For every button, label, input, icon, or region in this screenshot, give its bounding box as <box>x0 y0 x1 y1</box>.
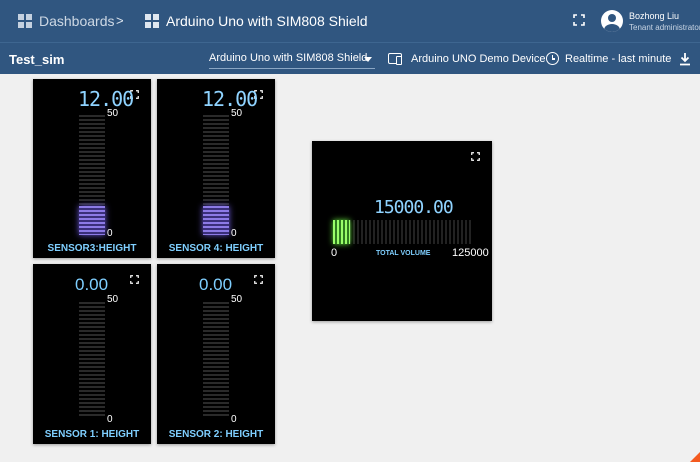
gauge-bar <box>203 302 229 416</box>
sensor-value: 0.00 <box>75 275 109 294</box>
dashboard-grid-icon <box>145 14 159 28</box>
sensor-value: 12.00 <box>78 87 134 111</box>
caret-down-icon <box>364 57 372 62</box>
user-role: Tenant administrator <box>629 23 700 32</box>
sensor-widget: 12.00 50 0 SENSOR 4: HEIGHT <box>157 79 275 258</box>
gauge-max-label: 50 <box>231 294 243 305</box>
fullscreen-icon[interactable] <box>254 90 263 99</box>
dashboard-toolbar: Test_sim Arduino Uno with SIM808 Shield … <box>0 42 700 74</box>
volume-max-label: 125000 <box>452 247 489 259</box>
volume-value: 15000.00 <box>374 197 454 218</box>
corner-accent <box>690 452 700 462</box>
fullscreen-icon[interactable] <box>573 14 585 26</box>
widget-title: SENSOR 4: HEIGHT <box>168 243 264 254</box>
gauge-fill <box>203 206 229 235</box>
widget-title: SENSOR 2: HEIGHT <box>168 429 264 440</box>
volume-min-label: 0 <box>331 247 338 259</box>
sensor-widget: 12.00 50 0 SENSOR3:HEIGHT <box>33 79 151 258</box>
volume-bar <box>333 220 471 244</box>
volume-widget: 15000.00 0 TOTAL VOLUME 125000 <box>312 141 492 321</box>
devices-icon <box>388 53 402 65</box>
sensor-value: 12.00 <box>202 87 258 111</box>
gauge-max-label: 50 <box>231 108 243 119</box>
breadcrumb-current: Arduino Uno with SIM808 Shield <box>145 13 368 29</box>
breadcrumb-root-label: Dashboards <box>39 13 115 29</box>
state-select[interactable]: Arduino Uno with SIM808 Shield <box>209 49 375 69</box>
timewindow-button[interactable]: Realtime - last minute <box>565 53 672 65</box>
entity-alias-label[interactable]: Arduino UNO Demo Device <box>411 53 546 65</box>
fullscreen-icon[interactable] <box>254 275 263 284</box>
sensor-widget: 0.00 50 0 SENSOR 2: HEIGHT <box>157 264 275 444</box>
breadcrumb-separator: > <box>116 13 124 28</box>
gauge-min-label: 0 <box>107 414 113 425</box>
state-select-value: Arduino Uno with SIM808 Shield <box>209 52 368 64</box>
gauge-bar <box>79 302 105 416</box>
volume-fill <box>333 220 350 244</box>
gauge-min-label: 0 <box>231 414 237 425</box>
widget-title: SENSOR 1: HEIGHT <box>44 429 140 440</box>
breadcrumb-dashboards[interactable]: Dashboards <box>18 13 115 29</box>
gauge-fill <box>79 206 105 235</box>
gauge-max-label: 50 <box>107 294 119 305</box>
clock-icon <box>546 52 559 65</box>
dashboard-grid-icon <box>18 14 32 28</box>
sensor-value: 0.00 <box>199 275 233 294</box>
avatar[interactable] <box>601 10 623 32</box>
dashboard-title: Test_sim <box>9 52 65 67</box>
user-name: Bozhong Liu <box>629 11 680 21</box>
gauge-min-label: 0 <box>107 228 113 239</box>
fullscreen-icon[interactable] <box>471 152 480 161</box>
gauge-bar <box>79 115 105 235</box>
widget-title: SENSOR3:HEIGHT <box>47 243 137 254</box>
fullscreen-icon[interactable] <box>130 90 139 99</box>
volume-title: TOTAL VOLUME <box>376 250 431 257</box>
sensor-widget: 0.00 50 0 SENSOR 1: HEIGHT <box>33 264 151 444</box>
download-icon[interactable] <box>679 52 691 66</box>
breadcrumb-current-label: Arduino Uno with SIM808 Shield <box>166 13 368 29</box>
top-bar: Dashboards > Arduino Uno with SIM808 Shi… <box>0 0 700 42</box>
gauge-max-label: 50 <box>107 108 119 119</box>
gauge-bar <box>203 115 229 235</box>
fullscreen-icon[interactable] <box>130 275 139 284</box>
gauge-min-label: 0 <box>231 228 237 239</box>
